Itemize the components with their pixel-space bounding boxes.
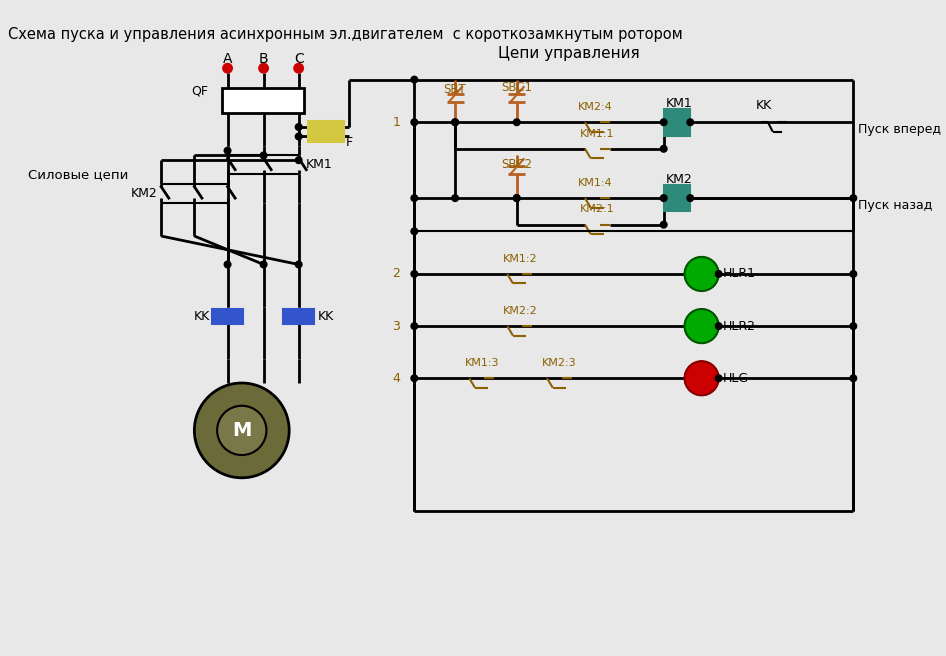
Circle shape	[294, 64, 304, 73]
Text: F: F	[346, 136, 353, 149]
Circle shape	[850, 271, 857, 277]
Circle shape	[850, 323, 857, 329]
Text: HLG: HLG	[723, 372, 748, 385]
Text: KM1:3: KM1:3	[464, 358, 499, 368]
Text: KK: KK	[756, 98, 772, 112]
Circle shape	[411, 323, 417, 329]
Circle shape	[687, 195, 693, 201]
Text: KM2:1: KM2:1	[580, 205, 615, 215]
Circle shape	[411, 76, 417, 83]
Circle shape	[685, 309, 719, 343]
Circle shape	[194, 383, 289, 478]
Circle shape	[260, 152, 267, 159]
Circle shape	[260, 261, 267, 268]
Text: KM1: KM1	[306, 158, 332, 171]
Text: B: B	[259, 52, 269, 66]
Circle shape	[452, 195, 459, 201]
Circle shape	[715, 271, 722, 277]
Bar	[213, 309, 243, 324]
Circle shape	[223, 64, 233, 73]
Text: KM2:3: KM2:3	[542, 358, 577, 368]
Circle shape	[715, 323, 722, 329]
Text: KM2: KM2	[666, 173, 692, 186]
Circle shape	[411, 195, 417, 201]
Text: KM1:1: KM1:1	[580, 129, 615, 138]
Text: Силовые цепи: Силовые цепи	[28, 168, 129, 181]
Circle shape	[295, 133, 302, 140]
Circle shape	[224, 148, 231, 154]
Circle shape	[850, 195, 857, 201]
Circle shape	[850, 375, 857, 382]
Text: A: A	[223, 52, 233, 66]
Circle shape	[411, 228, 417, 235]
Circle shape	[660, 119, 667, 125]
Circle shape	[514, 119, 520, 125]
Circle shape	[452, 119, 459, 125]
Circle shape	[452, 119, 459, 125]
Text: QF: QF	[191, 85, 208, 98]
Circle shape	[411, 271, 417, 277]
Circle shape	[411, 375, 417, 382]
Circle shape	[218, 406, 267, 455]
Circle shape	[660, 221, 667, 228]
Text: KM1:4: KM1:4	[578, 178, 613, 188]
Circle shape	[660, 195, 667, 201]
Text: Пуск вперед: Пуск вперед	[858, 123, 941, 136]
Text: Цепи управления: Цепи управления	[498, 45, 639, 60]
Text: SBT: SBT	[444, 83, 466, 96]
Text: KM1:2: KM1:2	[502, 254, 537, 264]
Text: KK: KK	[318, 310, 334, 323]
Circle shape	[685, 361, 719, 396]
Circle shape	[685, 257, 719, 291]
Text: SBC1: SBC1	[501, 81, 533, 94]
Bar	[664, 185, 691, 211]
Circle shape	[411, 119, 417, 125]
Text: Пуск назад: Пуск назад	[858, 199, 933, 212]
Text: KM2:4: KM2:4	[578, 102, 613, 112]
Text: 3: 3	[393, 319, 400, 333]
Circle shape	[295, 124, 302, 131]
Text: 1: 1	[393, 115, 400, 129]
Text: HLR1: HLR1	[723, 268, 756, 281]
Circle shape	[514, 195, 520, 201]
Circle shape	[224, 261, 231, 268]
Circle shape	[295, 157, 302, 163]
Circle shape	[687, 119, 693, 125]
Circle shape	[660, 146, 667, 152]
Text: C: C	[294, 52, 304, 66]
Text: KM1: KM1	[666, 97, 692, 110]
Circle shape	[259, 64, 269, 73]
Circle shape	[514, 195, 520, 201]
Bar	[664, 109, 691, 136]
Bar	[284, 309, 314, 324]
Bar	[308, 121, 344, 133]
Circle shape	[715, 375, 722, 382]
Circle shape	[295, 261, 302, 268]
Text: HLR2: HLR2	[723, 319, 756, 333]
Text: KM2: KM2	[131, 187, 158, 200]
Text: M: M	[232, 421, 252, 440]
Text: 4: 4	[393, 372, 400, 385]
Text: KK: KK	[193, 310, 210, 323]
Text: Схема пуска и управления асинхронным эл.двигателем  с короткозамкнутым ротором: Схема пуска и управления асинхронным эл.…	[8, 27, 682, 41]
Bar	[222, 88, 305, 113]
Text: KM2:2: KM2:2	[502, 306, 537, 316]
Text: SBC2: SBC2	[501, 158, 533, 171]
Bar	[308, 131, 344, 142]
Text: 2: 2	[393, 268, 400, 281]
